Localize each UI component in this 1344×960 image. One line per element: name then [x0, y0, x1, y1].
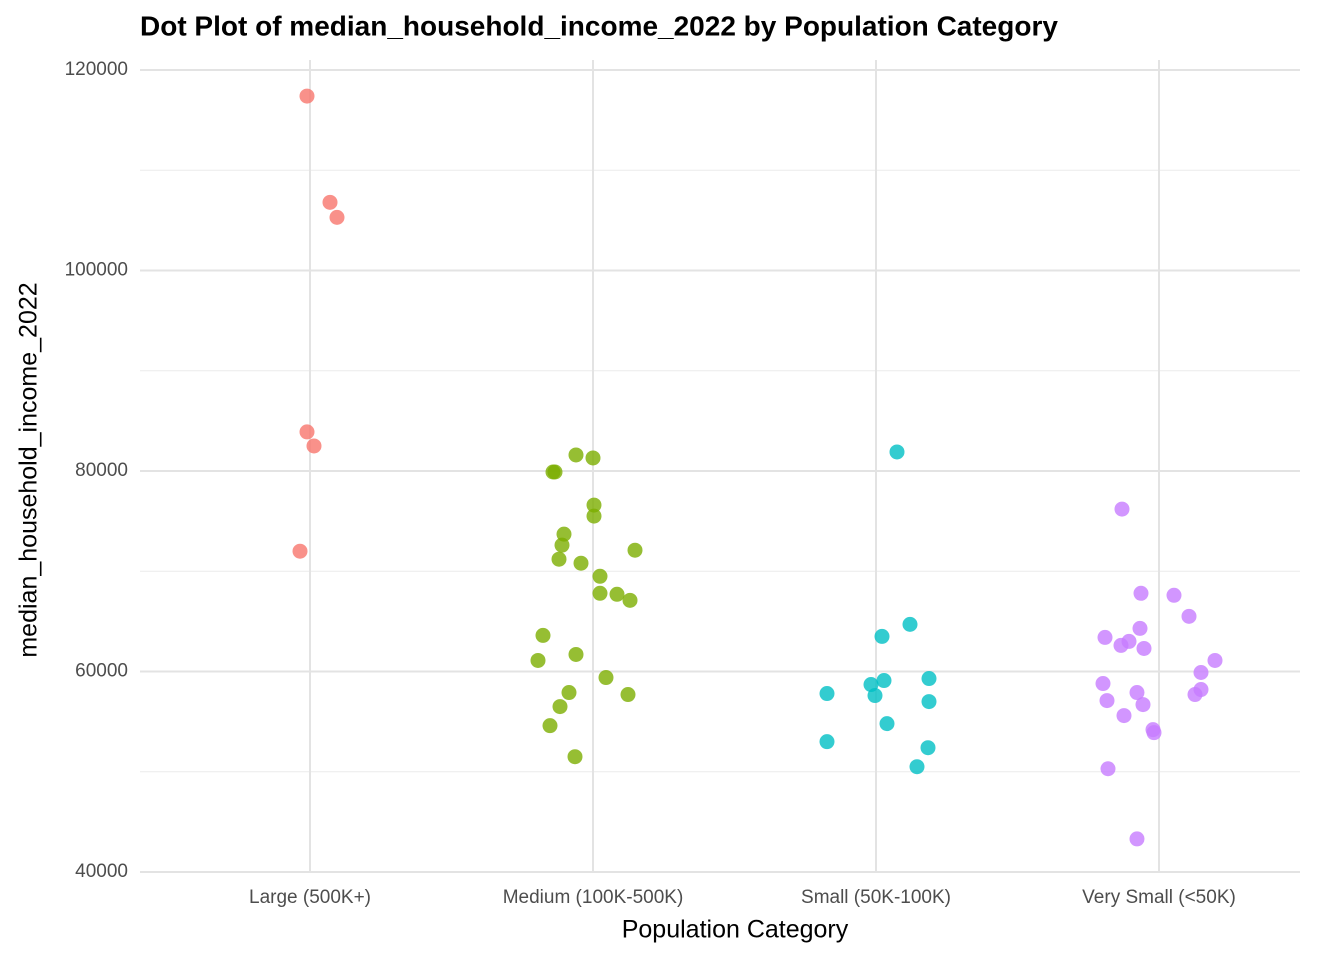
- dot: [586, 508, 602, 524]
- dot: [1132, 620, 1148, 636]
- dot: [1116, 708, 1132, 724]
- dot: [592, 568, 608, 584]
- dot: [551, 551, 567, 567]
- dot: [921, 671, 937, 687]
- x-tick-label: Large (500K+): [249, 887, 371, 908]
- dot: [530, 652, 546, 668]
- dot: [586, 497, 602, 513]
- grid: [140, 60, 1300, 873]
- dot: [554, 537, 570, 553]
- dot: [306, 438, 322, 454]
- dot: [921, 694, 937, 710]
- dot: [1099, 693, 1115, 709]
- dot: [1166, 587, 1182, 603]
- y-tick-label: 80000: [75, 460, 128, 481]
- y-tick-label: 60000: [75, 661, 128, 682]
- dot: [292, 543, 308, 559]
- dot: [620, 687, 636, 703]
- dot: [889, 444, 905, 460]
- dot: [1133, 585, 1149, 601]
- y-tick-label: 100000: [65, 260, 128, 281]
- dot: [1097, 629, 1113, 645]
- dot: [909, 759, 925, 775]
- dot: [329, 209, 345, 225]
- dot: [1146, 725, 1162, 741]
- y-axis-title: median_household_income_2022: [15, 282, 43, 657]
- chart-title: Dot Plot of median_household_income_2022…: [140, 10, 1058, 41]
- dot: [1187, 687, 1203, 703]
- dot: [1136, 640, 1152, 656]
- dot: [568, 447, 584, 463]
- dot: [1113, 637, 1129, 653]
- dot: [542, 718, 558, 734]
- dot: [920, 740, 936, 756]
- x-tick-label: Small (50K-100K): [801, 887, 951, 908]
- dot: [819, 686, 835, 702]
- dot: [561, 685, 577, 701]
- dot: [1193, 665, 1209, 681]
- dot: [622, 592, 638, 608]
- dot: [1129, 831, 1145, 847]
- x-tick-label: Medium (100K-500K): [503, 887, 684, 908]
- x-axis-title: Population Category: [622, 916, 849, 944]
- x-tick-label: Very Small (<50K): [1082, 887, 1236, 908]
- dot: [585, 450, 601, 466]
- dot: [1181, 608, 1197, 624]
- dot: [1100, 761, 1116, 777]
- dot: [598, 670, 614, 686]
- dot: [535, 627, 551, 643]
- dot: [573, 555, 589, 571]
- dot: [819, 734, 835, 750]
- y-tick-label: 120000: [65, 59, 128, 80]
- dot: [874, 628, 890, 644]
- dot: [876, 673, 892, 689]
- dot: [1129, 685, 1145, 701]
- dot: [1095, 676, 1111, 692]
- dot: [545, 464, 561, 480]
- dot: [568, 646, 584, 662]
- dot: [552, 699, 568, 715]
- dot: [322, 194, 338, 210]
- dot: [592, 585, 608, 601]
- dot: [567, 749, 583, 765]
- dot: [867, 688, 883, 704]
- dot: [902, 616, 918, 632]
- dot: [879, 716, 895, 732]
- dot: [1135, 697, 1151, 713]
- dot: [609, 586, 625, 602]
- dot: [299, 88, 315, 104]
- y-tick-label: 40000: [75, 861, 128, 882]
- dot: [1207, 652, 1223, 668]
- dot: [299, 424, 315, 440]
- dot: [1114, 501, 1130, 517]
- dot: [627, 542, 643, 558]
